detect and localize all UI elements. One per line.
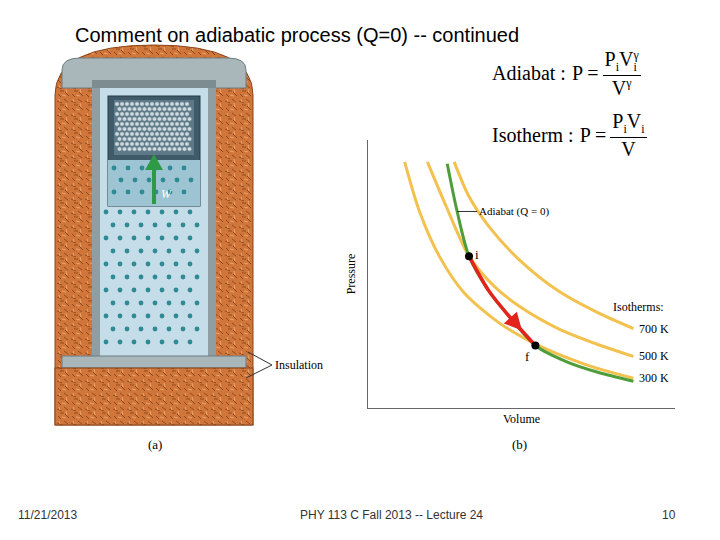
html-text:10: 10 bbox=[662, 508, 676, 522]
html-text:(b): (b) bbox=[512, 437, 528, 452]
html-text:V: V bbox=[621, 138, 636, 160]
svg-text:W: W bbox=[161, 187, 172, 201]
html-text:PHY 113 C Fall 2013 -- Lecture: PHY 113 C Fall 2013 -- Lecture 24 bbox=[300, 508, 483, 522]
html-text:PiVi: PiVi bbox=[612, 110, 645, 136]
svg-text:700 K: 700 K bbox=[639, 322, 669, 336]
svg-text:300 K: 300 K bbox=[639, 371, 669, 385]
html-text:Vγ: Vγ bbox=[611, 76, 632, 99]
svg-text:Isotherms:: Isotherms: bbox=[613, 300, 664, 314]
svg-text:f: f bbox=[525, 349, 530, 364]
html-text:11/21/2013: 11/21/2013 bbox=[18, 508, 78, 522]
html-text:Comment on adiabatic process (: Comment on adiabatic process (Q=0) -- co… bbox=[75, 24, 520, 46]
svg-text:Volume: Volume bbox=[503, 412, 540, 426]
svg-text:(a): (a) bbox=[148, 437, 162, 452]
svg-text:Pressure: Pressure bbox=[344, 254, 358, 295]
html-text:i: i bbox=[633, 60, 637, 75]
svg-text:500 K: 500 K bbox=[639, 349, 669, 363]
html-text:Adiabat : P =: Adiabat : P = bbox=[492, 62, 599, 85]
svg-text:Insulation: Insulation bbox=[275, 358, 323, 372]
html-text:PiVγ: PiVγ bbox=[604, 48, 639, 74]
svg-text:Adiabat (Q = 0): Adiabat (Q = 0) bbox=[479, 205, 549, 218]
html-text:Isotherm : P =: Isotherm : P = bbox=[492, 124, 607, 146]
svg-text:i: i bbox=[475, 247, 479, 262]
